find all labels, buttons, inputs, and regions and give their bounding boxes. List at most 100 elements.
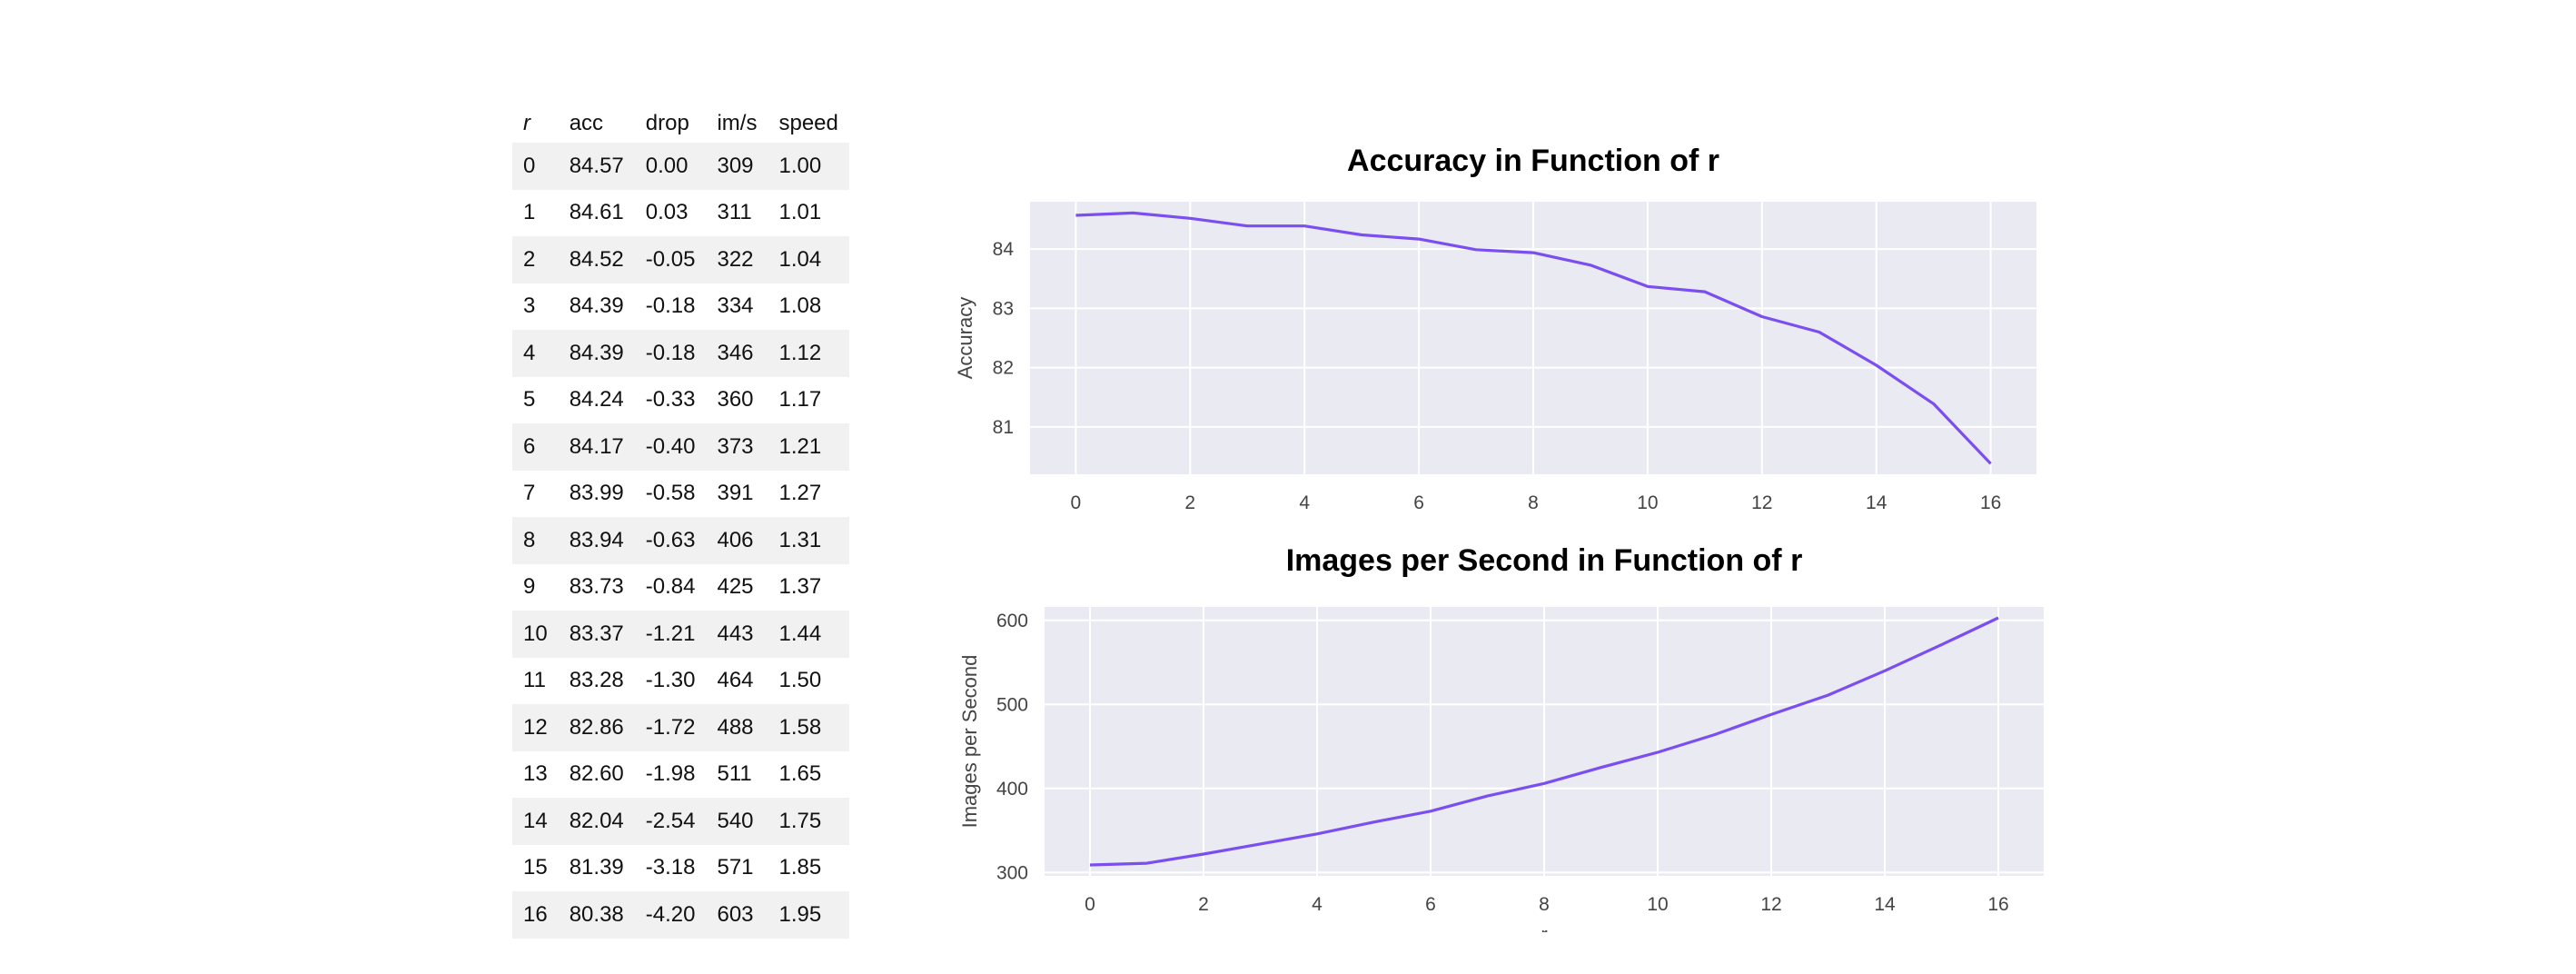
cell-r: 5 — [523, 387, 536, 412]
cell-acc: 83.37 — [558, 611, 635, 658]
images-per-second-y-axis-label: Images per Second — [958, 655, 981, 829]
cell-r: 11 — [523, 668, 546, 693]
cell-speed: 1.95 — [768, 891, 849, 939]
cell-acc: 84.57 — [558, 143, 635, 190]
cell-speed: 1.01 — [778, 200, 822, 225]
table-row: 8 83.94 -0.63 406 1.31 — [512, 517, 849, 564]
images-per-second-x-tick-label: 6 — [1425, 894, 1436, 915]
cell-acc: 84.39 — [569, 293, 624, 319]
cell-speed: 1.04 — [768, 236, 849, 283]
results-table-body: 0 84.57 0.00 309 1.00 1 84.61 0.03 311 1.01 2 84.52… — [512, 143, 849, 939]
cell-ims: 334 — [717, 293, 754, 319]
cell-speed: 1.21 — [768, 423, 849, 471]
images-per-second-y-tick-label: 300 — [996, 862, 1028, 883]
cell-drop: -0.18 — [634, 330, 707, 377]
accuracy-y-tick-label: 83 — [993, 298, 1014, 319]
cell-drop: 0.03 — [645, 200, 689, 225]
accuracy-x-tick-label: 4 — [1299, 492, 1310, 513]
images-per-second-x-tick-label: 14 — [1874, 894, 1896, 915]
results-table: r acc drop im/s speed 0 84.57 0.00 309 1.00 1 84.6… — [512, 104, 849, 939]
cell-speed: 1.17 — [778, 387, 822, 412]
cell-drop: -2.54 — [634, 798, 707, 845]
cell-drop: -0.58 — [645, 481, 696, 506]
cell-acc: 82.60 — [569, 761, 624, 787]
cell-acc: 84.39 — [558, 330, 635, 377]
cell-ims: 425 — [717, 574, 754, 600]
cell-ims: 511 — [717, 761, 752, 787]
images-per-second-x-tick-label: 8 — [1539, 894, 1550, 915]
cell-ims: 373 — [706, 423, 768, 471]
cell-ims: 346 — [706, 330, 768, 377]
accuracy-x-tick-label: 10 — [1637, 492, 1658, 513]
cell-acc: 80.38 — [558, 891, 635, 939]
table-row: 5 84.24 -0.33 360 1.17 — [512, 377, 849, 424]
cell-r: 2 — [512, 236, 559, 283]
cell-r: 1 — [523, 200, 536, 225]
cell-acc: 84.52 — [558, 236, 635, 283]
cell-r: 3 — [523, 293, 536, 319]
cell-r: 8 — [512, 517, 559, 564]
accuracy-x-tick-label: 16 — [1980, 492, 2001, 513]
cell-r: 0 — [512, 143, 559, 190]
cell-r: 4 — [512, 330, 559, 377]
table-row: 16 80.38 -4.20 603 1.95 — [512, 891, 849, 939]
header-speed: speed — [778, 111, 838, 135]
accuracy-chart-title: Accuracy in Function of r — [1347, 144, 1719, 178]
header-row: r acc drop im/s speed — [512, 104, 849, 143]
cell-speed: 1.65 — [778, 761, 822, 787]
table-row: 13 82.60 -1.98 511 1.65 — [512, 751, 849, 799]
images-per-second-x-tick-label: 0 — [1085, 894, 1095, 915]
cell-r: 15 — [523, 855, 548, 880]
cell-speed: 1.58 — [768, 704, 849, 751]
cell-drop: -1.72 — [634, 704, 707, 751]
cell-r: 12 — [512, 704, 559, 751]
cell-ims: 603 — [706, 891, 768, 939]
cell-r: 7 — [523, 481, 536, 506]
cell-acc: 83.94 — [558, 517, 635, 564]
images-per-second-x-tick-label: 4 — [1312, 894, 1323, 915]
accuracy-y-axis-label: Accuracy — [954, 297, 976, 379]
header-ims: im/s — [717, 111, 758, 135]
images-per-second-y-tick-label: 400 — [996, 779, 1028, 800]
cell-ims: 309 — [706, 143, 768, 190]
cell-acc: 84.17 — [558, 423, 635, 471]
cell-ims: 360 — [717, 387, 754, 412]
accuracy-x-tick-label: 12 — [1751, 492, 1772, 513]
table-row: 3 84.39 -0.18 334 1.08 — [512, 283, 849, 331]
table-row: 14 82.04 -2.54 540 1.75 — [512, 798, 849, 845]
cell-drop: -0.33 — [645, 387, 696, 412]
cell-drop: -1.30 — [645, 668, 696, 693]
cell-drop: -3.18 — [645, 855, 696, 880]
accuracy-x-tick-label: 6 — [1413, 492, 1424, 513]
accuracy-series-line — [1075, 211, 1992, 465]
accuracy-x-tick-label: 0 — [1071, 492, 1082, 513]
table-row: 10 83.37 -1.21 443 1.44 — [512, 611, 849, 658]
cell-drop: -1.21 — [634, 611, 707, 658]
cell-speed: 1.08 — [778, 293, 822, 319]
table-row: 1 84.61 0.03 311 1.01 — [512, 190, 849, 237]
cell-drop: -4.20 — [634, 891, 707, 939]
table-row: 15 81.39 -3.18 571 1.85 — [512, 845, 849, 892]
cell-ims: 571 — [717, 855, 754, 880]
cell-acc: 81.39 — [569, 855, 624, 880]
cell-r: 14 — [512, 798, 559, 845]
images-per-second-y-tick-label: 600 — [996, 611, 1028, 631]
images-per-second-series-line — [1089, 616, 1999, 867]
cell-drop: 0.00 — [634, 143, 707, 190]
cell-acc: 82.04 — [558, 798, 635, 845]
cell-acc: 82.86 — [558, 704, 635, 751]
header-acc: acc — [569, 111, 604, 135]
cell-speed: 1.50 — [778, 668, 822, 693]
cell-speed: 1.31 — [768, 517, 849, 564]
cell-speed: 1.44 — [768, 611, 849, 658]
accuracy-x-tick-label: 8 — [1528, 492, 1539, 513]
cell-speed: 1.75 — [768, 798, 849, 845]
table-row: 6 84.17 -0.40 373 1.21 — [512, 423, 849, 471]
cell-speed: 1.27 — [778, 481, 822, 506]
table-row: 0 84.57 0.00 309 1.00 — [512, 143, 849, 190]
table-row: 4 84.39 -0.18 346 1.12 — [512, 330, 849, 377]
cell-ims: 391 — [717, 481, 754, 506]
cell-drop: -0.18 — [645, 293, 696, 319]
cell-acc: 83.28 — [569, 668, 624, 693]
cell-acc: 83.73 — [569, 574, 624, 600]
